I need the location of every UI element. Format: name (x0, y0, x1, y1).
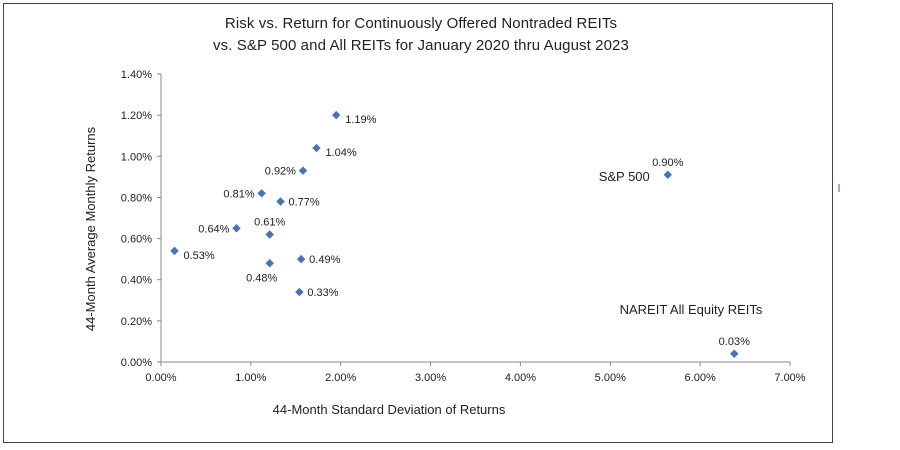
data-point (265, 259, 274, 268)
annotation-nareit: NAREIT All Equity REITs (620, 302, 763, 317)
data-point (170, 246, 179, 256)
data-point (663, 170, 673, 180)
data-label: 0.03% (719, 336, 750, 348)
data-label: 0.92% (265, 166, 296, 178)
data-label: 0.49% (309, 254, 340, 266)
y-tick-label: 0.80% (121, 192, 152, 204)
y-axis-label: 44-Month Average Monthly Returns (83, 126, 98, 331)
y-tick-label: 0.00% (121, 357, 152, 369)
x-tick-label: 4.00% (505, 372, 536, 384)
data-point (257, 189, 266, 198)
data-point (298, 166, 308, 175)
y-tick-label: 0.60% (121, 234, 152, 246)
data-point (730, 349, 739, 359)
chart-title-line-2: vs. S&P 500 and All REITs for January 20… (213, 37, 629, 54)
annotation-sp500: S&P 500 (599, 169, 650, 184)
data-point (276, 197, 285, 206)
data-label: 0.33% (307, 287, 338, 299)
x-tick-label: 1.00% (235, 372, 266, 384)
edge-marker (838, 184, 840, 192)
x-axis-label: 44-Month Standard Deviation of Returns (273, 402, 506, 417)
y-tick-label: 0.40% (121, 275, 152, 287)
data-label: 0.77% (289, 197, 320, 209)
x-tick-label: 0.00% (145, 372, 176, 384)
data-label: 0.64% (198, 223, 229, 235)
x-tick-label: 3.00% (415, 372, 446, 384)
data-point (232, 224, 241, 233)
chart-frame: Risk vs. Return for Continuously Offered… (3, 3, 833, 443)
data-label: 0.48% (246, 272, 277, 284)
y-tick-label: 0.20% (121, 316, 152, 328)
data-label: 1.04% (325, 147, 356, 159)
x-tick-label: 5.00% (595, 372, 626, 384)
data-point (312, 143, 321, 153)
data-point (331, 110, 341, 120)
data-label: 0.90% (652, 157, 683, 169)
data-point (265, 230, 274, 239)
x-tick-label: 7.00% (774, 372, 805, 384)
scatter-plot: 0.00% 1.00% 2.00% 3.00% 4.00% 5.00% 6.00% 7.00%… (83, 69, 806, 417)
y-tick-label: 1.40% (121, 69, 152, 81)
chart-title-line-1: Risk vs. Return for Continuously Offered… (224, 15, 618, 32)
data-label: 0.61% (254, 216, 285, 228)
y-tick-label: 1.00% (121, 151, 152, 163)
data-point (295, 287, 304, 297)
x-tick-label: 2.00% (325, 372, 356, 384)
data-point (296, 254, 306, 264)
y-tick-label: 1.20% (121, 110, 152, 122)
data-label: 0.53% (183, 250, 214, 262)
data-label: 0.81% (223, 188, 254, 200)
data-label: 1.19% (345, 114, 376, 126)
x-tick-label: 6.00% (685, 372, 716, 384)
